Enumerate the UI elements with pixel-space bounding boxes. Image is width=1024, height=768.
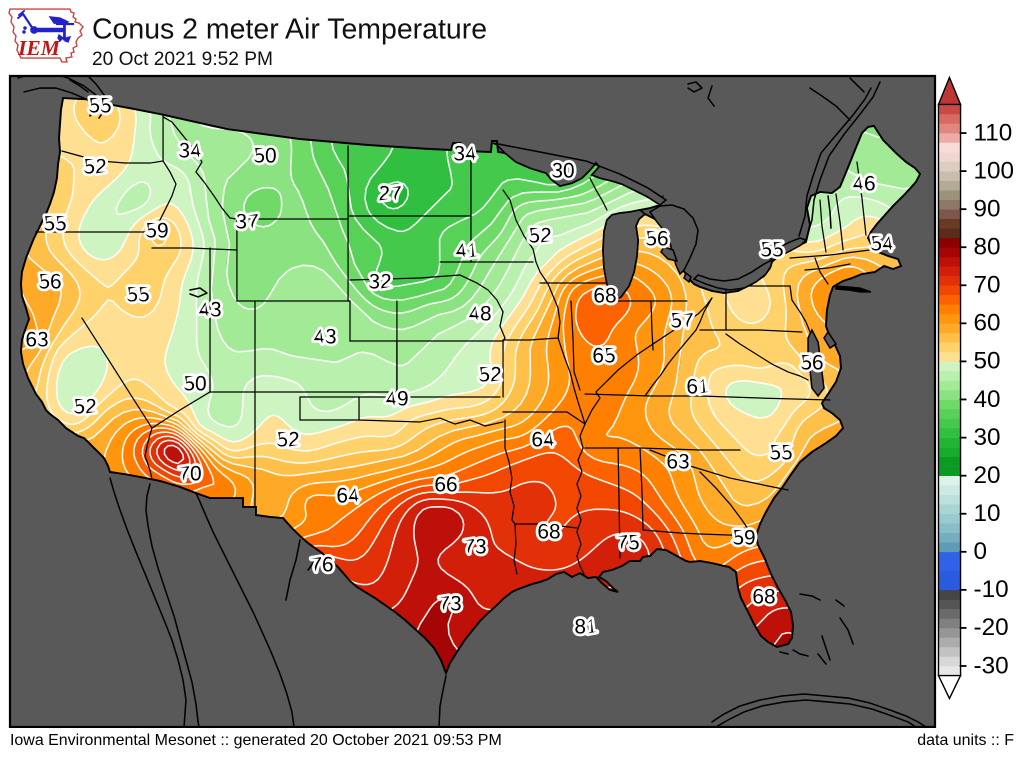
svg-text:-20: -20 bbox=[973, 614, 1008, 641]
svg-text:30: 30 bbox=[973, 424, 1000, 451]
svg-text:0: 0 bbox=[973, 538, 987, 565]
svg-text:90: 90 bbox=[973, 195, 1000, 222]
svg-text:50: 50 bbox=[973, 348, 1000, 375]
svg-text:-10: -10 bbox=[973, 576, 1008, 603]
svg-text:60: 60 bbox=[973, 310, 1000, 337]
svg-text:10: 10 bbox=[973, 500, 1000, 527]
svg-text:70: 70 bbox=[973, 272, 1000, 299]
svg-text:IEM: IEM bbox=[17, 36, 61, 60]
svg-text:data units :: F: data units :: F bbox=[917, 732, 1014, 749]
svg-text:Conus 2 meter Air Temperature: Conus 2 meter Air Temperature bbox=[92, 13, 487, 45]
svg-text:20: 20 bbox=[973, 462, 1000, 489]
svg-text:20 Oct 2021 9:52 PM: 20 Oct 2021 9:52 PM bbox=[92, 49, 273, 70]
svg-text:80: 80 bbox=[973, 233, 1000, 260]
svg-text:110: 110 bbox=[973, 119, 1012, 146]
svg-text:-30: -30 bbox=[973, 652, 1008, 679]
svg-text:Iowa Environmental Mesonet ::: Iowa Environmental Mesonet :: generated … bbox=[10, 732, 502, 749]
svg-text:100: 100 bbox=[973, 157, 1014, 184]
svg-text:40: 40 bbox=[973, 386, 1000, 413]
